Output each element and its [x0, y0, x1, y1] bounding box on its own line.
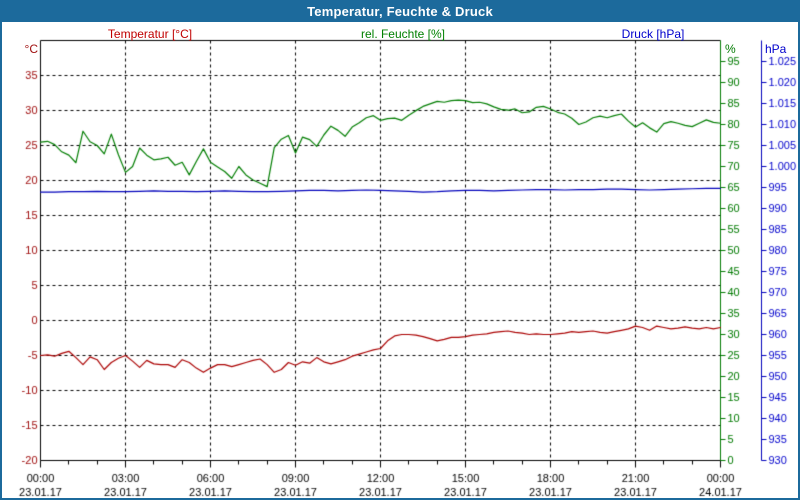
humidity-unit-label: %	[725, 42, 736, 56]
window-border-bottom	[0, 498, 800, 500]
window-border-right	[798, 0, 800, 500]
window-border-left	[0, 0, 2, 500]
pressure-unit-label: hPa	[765, 42, 787, 56]
temperature-unit-label: °C	[24, 42, 38, 56]
temperature-axis-title: Temperatur [°C]	[107, 27, 193, 41]
title-bar: Temperatur, Feuchte & Druck	[0, 0, 800, 22]
humidity-axis-title: rel. Feuchte [%]	[360, 27, 446, 41]
window-title: Temperatur, Feuchte & Druck	[307, 3, 493, 19]
pressure-axis-title: Druck [hPa]	[621, 27, 685, 41]
